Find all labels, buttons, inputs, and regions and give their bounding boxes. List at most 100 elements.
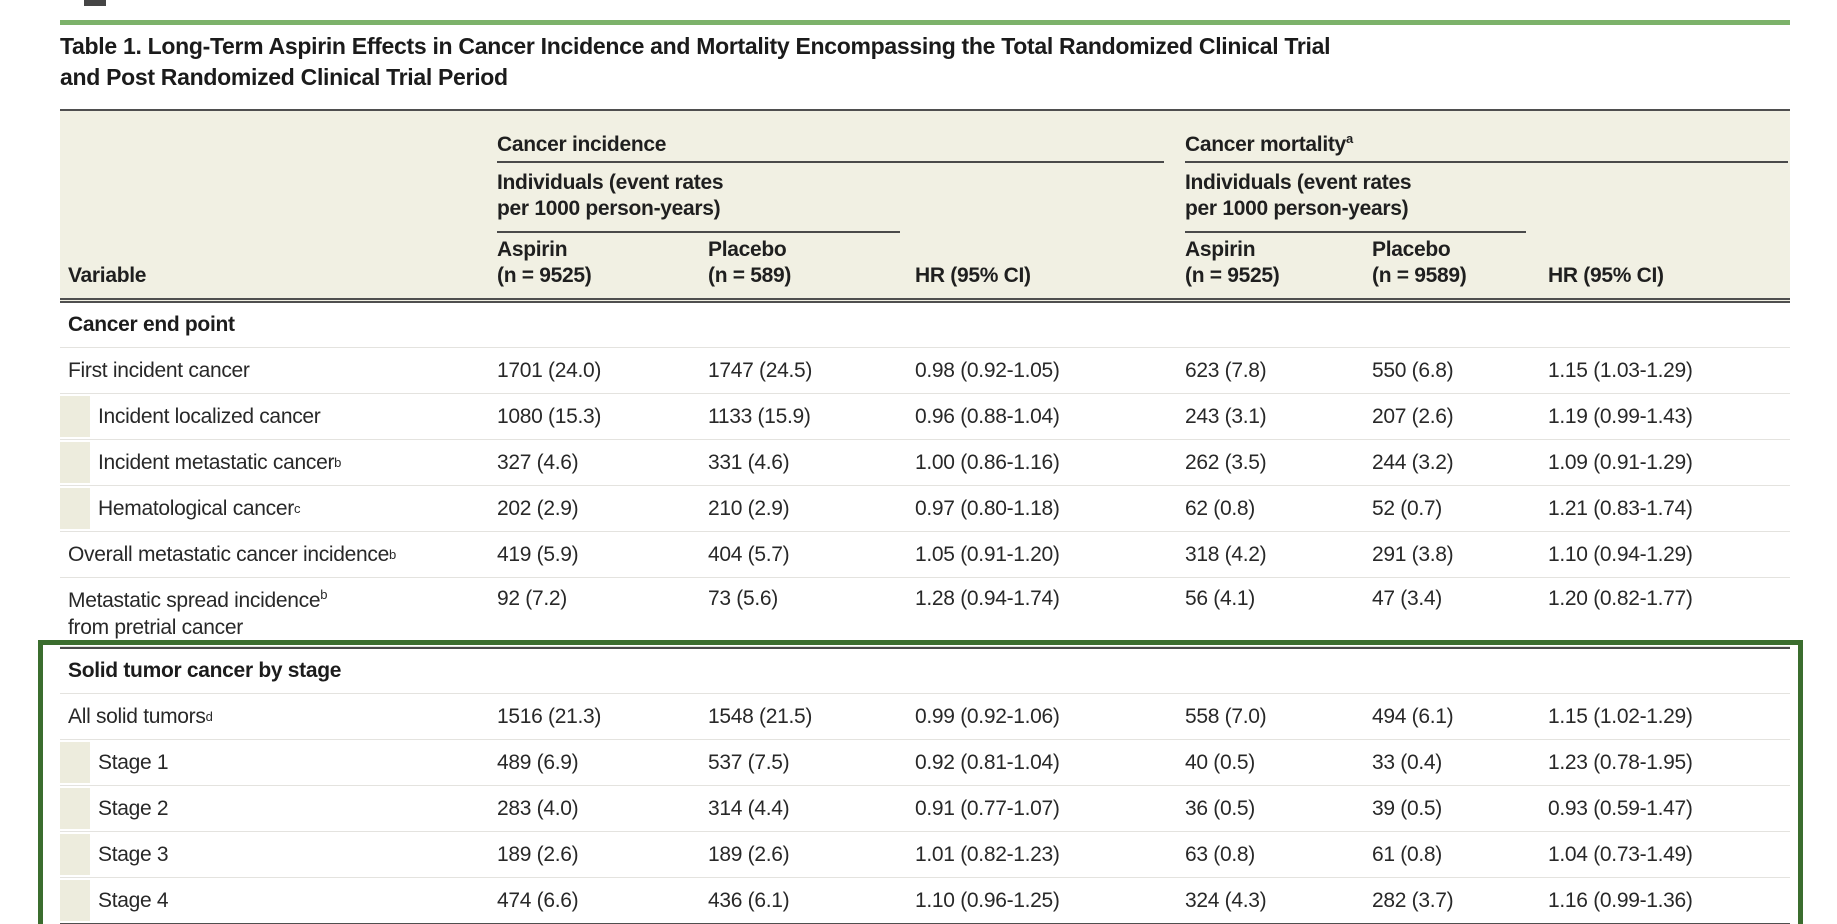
column-header-hr-incidence: HR (95% CI): [915, 264, 1031, 287]
value-cell: 244 (3.2): [1372, 450, 1454, 474]
value-cell: 0.91 (0.77-1.07): [915, 796, 1060, 820]
value-cell: 489 (6.9): [497, 750, 579, 774]
row-label: Incident metastatic cancer b: [60, 440, 497, 485]
column-header-variable: Variable: [68, 264, 147, 287]
value-cell: 1.10 (0.96-1.25): [915, 888, 1060, 912]
table-row: Overall metastatic cancer incidence b 419 …: [60, 532, 1790, 578]
value-cell: 0.96 (0.88-1.04): [915, 404, 1060, 428]
indent-marker: [60, 488, 90, 529]
table-title-line2: and Post Randomized Clinical Trial Perio…: [60, 64, 508, 90]
value-cell: 92 (7.2): [497, 587, 567, 610]
table-header: Variable Cancer incidence Cancer mortali…: [60, 109, 1790, 303]
value-cell: 404 (5.7): [708, 542, 790, 566]
section-header-row: Solid tumor cancer by stage: [60, 647, 1790, 694]
table-row: Stage 2 283 (4.0) 314 (4.4) 0.91 (0.77-1.07…: [60, 786, 1790, 832]
indent-marker: [60, 880, 90, 921]
value-cell: 0.98 (0.92-1.05): [915, 358, 1060, 382]
footnote-marker: b: [334, 455, 342, 470]
value-cell: 33 (0.4): [1372, 750, 1442, 774]
value-cell: 207 (2.6): [1372, 404, 1454, 428]
row-label: Solid tumor cancer by stage: [68, 659, 342, 682]
value-cell: 1.09 (0.91-1.29): [1548, 450, 1693, 474]
value-cell: 291 (3.8): [1372, 542, 1454, 566]
column-header-hr-mortality: HR (95% CI): [1548, 264, 1664, 287]
section-header-row: Cancer end point: [60, 303, 1790, 348]
table-row: Stage 3 189 (2.6) 189 (2.6) 1.01 (0.82-1.23…: [60, 832, 1790, 878]
table-row: Metastatic spread incidence from pretria…: [60, 578, 1790, 647]
value-cell: 419 (5.9): [497, 542, 579, 566]
value-cell: 189 (2.6): [708, 842, 790, 866]
value-cell: 1.21 (0.83-1.74): [1548, 496, 1693, 520]
value-cell: 314 (4.4): [708, 796, 790, 820]
row-label: Stage 2: [60, 786, 497, 831]
column-header-placebo-incidence: Placebo (n = 589): [708, 238, 792, 287]
value-cell: 1.05 (0.91-1.20): [915, 542, 1060, 566]
group-header-cancer-mortality: Cancer mortalitya: [1185, 111, 1788, 163]
value-cell: 210 (2.9): [708, 496, 790, 520]
value-cell: 39 (0.5): [1372, 796, 1442, 820]
value-cell: 1.01 (0.82-1.23): [915, 842, 1060, 866]
value-cell: 1.15 (1.03-1.29): [1548, 358, 1693, 382]
footnote-marker: b: [388, 547, 397, 562]
value-cell: 1080 (15.3): [497, 404, 602, 428]
value-cell: 494 (6.1): [1372, 704, 1454, 728]
highlight-rows: Solid tumor cancer by stage All solid tum…: [38, 640, 1803, 924]
table-row: Hematological cancer c 202 (2.9) 210 (2.9) 0…: [60, 486, 1790, 532]
value-cell: 1.04 (0.73-1.49): [1548, 842, 1693, 866]
value-cell: 1.19 (0.99-1.43): [1548, 404, 1693, 428]
cropped-ui-fragment: [84, 0, 106, 6]
value-cell: 1133 (15.9): [708, 404, 811, 428]
row-label: All solid tumors d: [68, 704, 213, 728]
top-accent-bar: [60, 20, 1790, 25]
table-title-line1: Table 1. Long-Term Aspirin Effects in Ca…: [60, 33, 1331, 59]
value-cell: 558 (7.0): [1185, 704, 1267, 728]
row-label: Stage 1: [60, 740, 497, 785]
value-cell: 1701 (24.0): [497, 358, 602, 382]
value-cell: 243 (3.1): [1185, 404, 1267, 428]
value-cell: 36 (0.5): [1185, 796, 1255, 820]
value-cell: 61 (0.8): [1372, 842, 1442, 866]
row-label: Incident localized cancer: [60, 394, 497, 439]
indent-marker: [60, 742, 90, 783]
row-label: Stage 3: [60, 832, 497, 877]
column-header-aspirin-incidence: Aspirin (n = 9525): [497, 238, 592, 287]
results-table: Variable Cancer incidence Cancer mortali…: [38, 109, 1803, 924]
value-cell: 282 (3.7): [1372, 888, 1454, 912]
footnote-marker: a: [1345, 131, 1354, 146]
value-cell: 623 (7.8): [1185, 358, 1267, 382]
table-row: Incident localized cancer 1080 (15.3) 1133…: [60, 394, 1790, 440]
subheader-individuals-incidence: Individuals (event rates per 1000 person…: [497, 163, 900, 233]
value-cell: 1.16 (0.99-1.36): [1548, 888, 1693, 912]
value-cell: 1.00 (0.86-1.16): [915, 450, 1060, 474]
value-cell: 52 (0.7): [1372, 496, 1442, 520]
row-label: Stage 4: [60, 878, 497, 923]
value-cell: 550 (6.8): [1372, 358, 1454, 382]
group-header-cancer-incidence: Cancer incidence: [497, 111, 1164, 163]
column-header-placebo-mortality: Placebo (n = 9589): [1372, 238, 1467, 287]
indent-marker: [60, 834, 90, 875]
value-cell: 73 (5.6): [708, 587, 778, 610]
value-cell: 0.92 (0.81-1.04): [915, 750, 1060, 774]
subheader-individuals-mortality: Individuals (event rates per 1000 person…: [1185, 163, 1526, 233]
indent-marker: [60, 788, 90, 829]
value-cell: 0.97 (0.80-1.18): [915, 496, 1060, 520]
row-label: First incident cancer: [68, 358, 250, 382]
table-row: Incident metastatic cancer b 327 (4.6) 331 …: [60, 440, 1790, 486]
value-cell: 1.20 (0.82-1.77): [1548, 587, 1693, 610]
footnote-marker: d: [205, 709, 213, 724]
value-cell: 331 (4.6): [708, 450, 790, 474]
value-cell: 0.99 (0.92-1.06): [915, 704, 1060, 728]
value-cell: 1516 (21.3): [497, 704, 602, 728]
footnote-marker: b: [320, 587, 328, 602]
value-cell: 436 (6.1): [708, 888, 790, 912]
value-cell: 537 (7.5): [708, 750, 790, 774]
column-header-aspirin-mortality: Aspirin (n = 9525): [1185, 238, 1280, 287]
value-cell: 1.15 (1.02-1.29): [1548, 704, 1693, 728]
value-cell: 56 (4.1): [1185, 587, 1255, 610]
value-cell: 63 (0.8): [1185, 842, 1255, 866]
table-title: Table 1. Long-Term Aspirin Effects in Ca…: [60, 31, 1790, 93]
value-cell: 47 (3.4): [1372, 587, 1442, 610]
row-label: Hematological cancer c: [60, 486, 497, 531]
table-row: Stage 1 489 (6.9) 537 (7.5) 0.92 (0.81-1.04…: [60, 740, 1790, 786]
